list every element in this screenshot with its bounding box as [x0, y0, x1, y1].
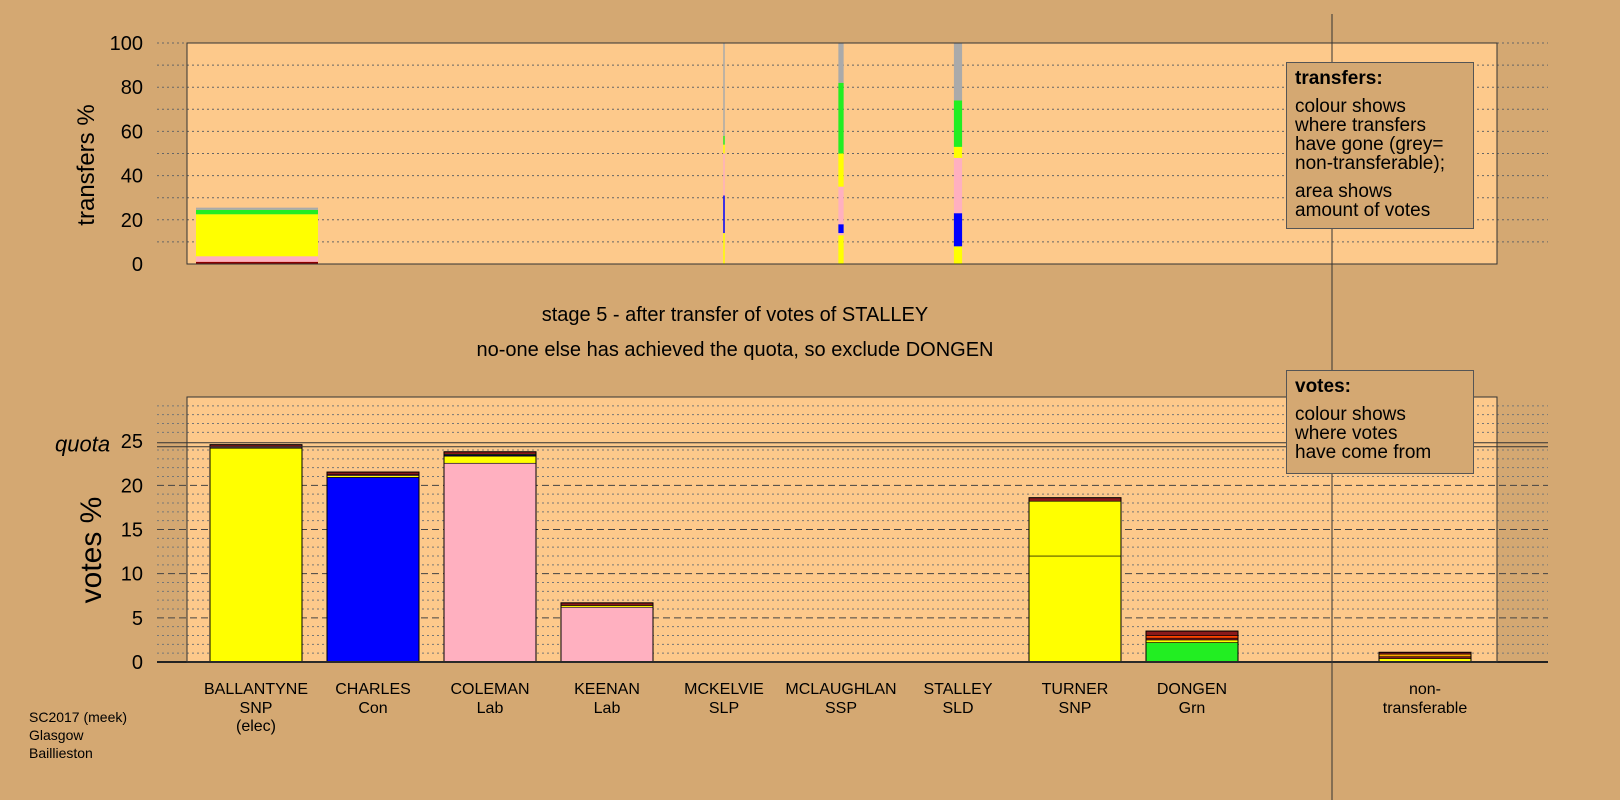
transfers-legend: transfers: colour shows where transfers … [1286, 62, 1474, 229]
transfer-segment-stalley [953, 100, 963, 147]
vote-segment-ballantyne [209, 447, 303, 663]
transfer-segment-mclaughlan [838, 224, 844, 234]
vote-segment-charles [326, 477, 420, 663]
category-label: COLEMAN [450, 681, 529, 698]
category-label: DONGEN [1157, 681, 1227, 698]
category-label: KEENAN [574, 681, 640, 698]
vote-segment-keenan [560, 606, 654, 663]
votes-y-tick-label: 25 [121, 431, 143, 453]
transfer-segment-stalley [953, 213, 963, 247]
category-label: TURNER [1042, 681, 1109, 698]
party-label: SNP [240, 700, 273, 717]
vote-segment-dongen [1145, 639, 1239, 643]
transfer-segment-mclaughlan [838, 235, 844, 264]
category-label: STALLEY [923, 681, 992, 698]
vote-segment-turner [1028, 555, 1122, 663]
transfers-legend-colour-note: colour shows where transfers have gone (… [1295, 96, 1445, 174]
transfer-segment-mckelvie [723, 43, 725, 136]
vote-segment-dongen [1145, 635, 1239, 639]
transfer-segment-ballantyne [196, 261, 318, 264]
transfers-y-tick-label: 40 [121, 166, 143, 188]
votes-legend: votes: colour shows where votes have com… [1286, 370, 1474, 474]
transfer-segment-stalley [953, 43, 963, 101]
transfers-y-tick-label: 0 [132, 254, 143, 276]
transfers-legend-heading: transfers: [1295, 68, 1383, 89]
votes-y-tick-label: 20 [121, 475, 143, 497]
party-label: SLP [709, 700, 739, 717]
party-label: Grn [1179, 700, 1206, 717]
transfer-segment-stalley [953, 146, 963, 158]
category-label: CHARLES [335, 681, 411, 698]
vote-segment-coleman [443, 455, 537, 464]
transfers-y-tick-label: 80 [121, 77, 143, 99]
transfer-segment-mclaughlan [838, 233, 844, 236]
transfer-segment-ballantyne [196, 209, 318, 215]
transfers-y-tick-label: 100 [110, 33, 143, 55]
category-label: transferable [1383, 700, 1468, 717]
party-label: SSP [825, 700, 857, 717]
category-label: MCKELVIE [684, 681, 764, 698]
stage-heading: stage 5 - after transfer of votes of STA… [541, 304, 929, 326]
transfer-segment-stalley [953, 157, 963, 214]
votes-y-tick-label: 5 [132, 608, 143, 630]
category-label: BALLANTYNE [204, 681, 308, 698]
party-label: Lab [477, 700, 504, 717]
votes-legend-colour-note: colour shows where votes have come from [1295, 404, 1432, 463]
transfers-legend-area-note: area shows amount of votes [1295, 181, 1431, 221]
votes-y-tick-label: 0 [132, 652, 143, 674]
transfers-y-axis-label: transfers % [73, 104, 100, 225]
party-label: Con [358, 700, 387, 717]
vote-segment-dongen [1145, 630, 1239, 636]
transfer-segment-mclaughlan [838, 186, 844, 225]
transfers-plot-border [186, 42, 1498, 265]
party-label: Lab [594, 700, 621, 717]
vote-segment-dongen [1145, 642, 1239, 663]
transfer-segment-mckelvie [723, 195, 725, 234]
votes-y-tick-label: 10 [121, 564, 143, 586]
transfer-segment-ballantyne [196, 207, 318, 210]
votes-legend-heading: votes: [1295, 376, 1351, 397]
transfers-y-tick-label: 20 [121, 210, 143, 232]
source-label: SC2017 (meek) Glasgow Baillieston [29, 709, 128, 761]
transfer-segment-stalley [953, 246, 963, 264]
votes-y-axis-label: votes % [75, 497, 108, 604]
transfers-y-tick-label: 60 [121, 121, 143, 143]
quota-label: quota [55, 432, 110, 457]
transfer-segment-mckelvie [723, 233, 725, 264]
category-label: MCLAUGHLAN [785, 681, 896, 698]
vote-segment-coleman [443, 462, 537, 663]
transfer-segment-ballantyne [196, 214, 318, 257]
elected-note: (elec) [236, 718, 276, 735]
party-label: SLD [942, 700, 973, 717]
party-label: SNP [1059, 700, 1092, 717]
votes-y-tick-label: 15 [121, 520, 143, 542]
transfer-segment-mclaughlan [838, 153, 844, 187]
transfer-segment-mckelvie [723, 144, 725, 154]
votes-plot-border [186, 396, 1498, 663]
vote-segment-turner [1028, 497, 1122, 502]
stage-note: no-one else has achieved the quota, so e… [476, 339, 994, 361]
vote-segment-turner [1028, 500, 1122, 557]
transfer-segment-ballantyne [196, 256, 318, 262]
vote-segment-non-transferable [1378, 653, 1472, 657]
category-label: non- [1409, 681, 1441, 698]
transfer-segment-mckelvie [723, 153, 725, 196]
transfer-segment-mckelvie [723, 135, 725, 145]
transfer-segment-mclaughlan [838, 82, 844, 154]
transfer-segment-mclaughlan [838, 43, 844, 83]
